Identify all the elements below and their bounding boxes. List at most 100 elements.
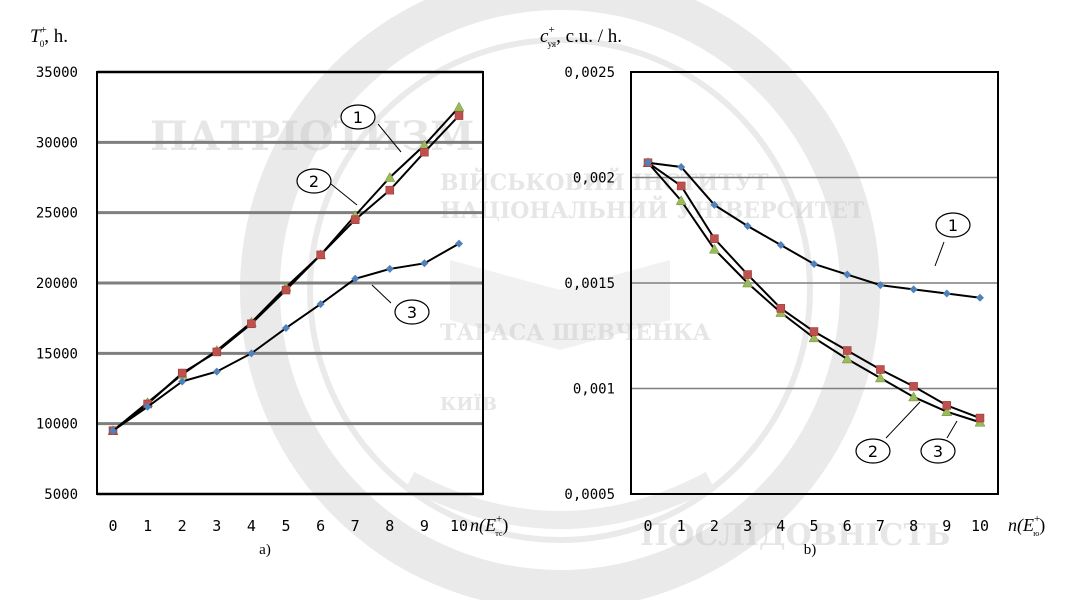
series-2-point — [385, 185, 395, 195]
x-tick-label: 1 — [143, 517, 152, 535]
callout-leader-line — [885, 401, 921, 439]
y-axis-title-sub: уя — [548, 39, 556, 49]
series-3-point — [710, 200, 719, 209]
series-2-point — [942, 401, 952, 410]
x-tick-label: 10 — [971, 517, 989, 535]
series-3-point — [316, 300, 325, 309]
series-2-point — [676, 181, 686, 191]
callout-circle — [920, 438, 956, 464]
x-tick-label: 1 — [677, 517, 686, 535]
x-tick-label: 4 — [776, 517, 785, 535]
x-axis-title-sub: ю — [1033, 529, 1039, 538]
watermark-text: ВІЙСЬКОВИЙ ІНСТИТУТ — [440, 167, 769, 196]
series-2-point — [909, 382, 918, 391]
x-tick-label: 5 — [281, 517, 290, 535]
series-3-point — [743, 222, 752, 231]
series-3-point — [143, 402, 152, 411]
series-3-point — [909, 285, 918, 294]
y-tick-label: 0,0005 — [564, 487, 615, 503]
x-tick-label: 6 — [316, 517, 325, 535]
x-axis-title: n(E+ тс) — [470, 513, 508, 538]
series-2-point — [842, 346, 852, 355]
x-tick-label: 10 — [450, 517, 468, 535]
y-axis-title-main: c — [540, 26, 549, 47]
watermark-text: ТАРАСА ШЕВЧЕНКА — [440, 320, 711, 346]
x-tick-label: 2 — [178, 517, 187, 535]
callout-circle — [935, 212, 971, 238]
panel-label: a) — [259, 542, 271, 558]
series-1-point — [453, 101, 465, 112]
callout-leader-line — [946, 420, 958, 439]
series-3-point — [385, 264, 394, 273]
y-axis-title-sub: 0 — [40, 39, 45, 49]
x-axis-title-sub: тс — [495, 529, 503, 538]
series-2-point — [420, 147, 429, 157]
x-axis-title-sup: + — [1034, 513, 1040, 525]
series-2-point — [212, 347, 222, 357]
series-3-point — [942, 289, 951, 298]
series-2-point — [710, 234, 719, 243]
watermark-text: ПОСЛІДОВНІСТЬ — [640, 518, 950, 553]
series-3-point — [212, 367, 221, 376]
y-tick-label: 10000 — [36, 417, 78, 433]
callout-label: 3 — [933, 442, 943, 461]
series-3-point — [644, 158, 652, 167]
x-tick-label: 8 — [909, 517, 918, 535]
y-tick-label: 0,0015 — [564, 276, 615, 292]
series-3-point — [677, 162, 686, 171]
series-1-point — [708, 243, 720, 254]
callout-leader-line — [330, 183, 358, 206]
x-tick-label: 0 — [643, 517, 652, 535]
series-3-point — [178, 377, 187, 386]
watermark-text: КИЇВ — [440, 392, 497, 415]
y-tick-label: 5000 — [44, 487, 78, 503]
callout-label: 2 — [309, 172, 319, 191]
x-axis-title: n(E+ ю) — [1008, 513, 1045, 538]
series-3-point — [876, 281, 885, 290]
callout-label: 2 — [868, 442, 878, 461]
series-3-point — [455, 239, 463, 248]
series-3-point — [976, 293, 984, 302]
x-axis-title-sup: + — [496, 513, 502, 525]
y-axis-title: T+ 0, h. — [30, 24, 68, 49]
series-3-point — [351, 274, 360, 283]
y-axis-title-rest: , h. — [44, 26, 68, 47]
y-axis-title-rest: , c.u. / h. — [556, 26, 622, 47]
callout-circle — [296, 168, 332, 194]
series-3-point — [247, 349, 256, 358]
y-tick-label: 0,002 — [573, 171, 615, 187]
series-1-point — [675, 195, 687, 205]
series-2-point — [281, 285, 291, 295]
series-2-point — [975, 413, 985, 423]
x-tick-label: 8 — [385, 517, 394, 535]
y-tick-label: 0,0025 — [564, 65, 615, 81]
callout-leader-line — [377, 123, 402, 153]
y-axis-title-sup: + — [41, 24, 47, 36]
series-2-point — [809, 327, 819, 336]
callout-circle — [855, 438, 891, 464]
x-tick-label: 9 — [942, 517, 951, 535]
y-tick-label: 25000 — [36, 206, 78, 222]
series-2-point — [776, 304, 786, 313]
panel-label: b) — [804, 542, 817, 558]
x-tick-label: 7 — [351, 517, 360, 535]
chart-panel-b: 0,0005 0,001 0,0015 0,002 0,0025 0 1 2 3 4 5 6 7 8 9 10… — [540, 24, 1045, 558]
series-2-point — [247, 319, 256, 329]
x-axis-title-rest: ) — [502, 515, 508, 536]
callout-label: 1 — [948, 216, 958, 235]
series-3-point — [282, 324, 290, 333]
series-3-point — [420, 259, 429, 268]
x-tick-label: 4 — [247, 517, 256, 535]
callout-label: 1 — [353, 108, 363, 127]
callout-circle — [340, 104, 376, 130]
series-2-point — [743, 270, 752, 279]
y-axis-title-main: T — [30, 26, 42, 47]
x-tick-label: 2 — [710, 517, 719, 535]
series-1-point — [384, 171, 396, 182]
series-1-point — [941, 406, 953, 416]
callout-circle — [394, 299, 430, 325]
callout-leader-line — [934, 241, 945, 267]
series-2-point — [350, 215, 360, 224]
x-tick-label: 7 — [876, 517, 885, 535]
callout-label: 3 — [407, 303, 417, 322]
